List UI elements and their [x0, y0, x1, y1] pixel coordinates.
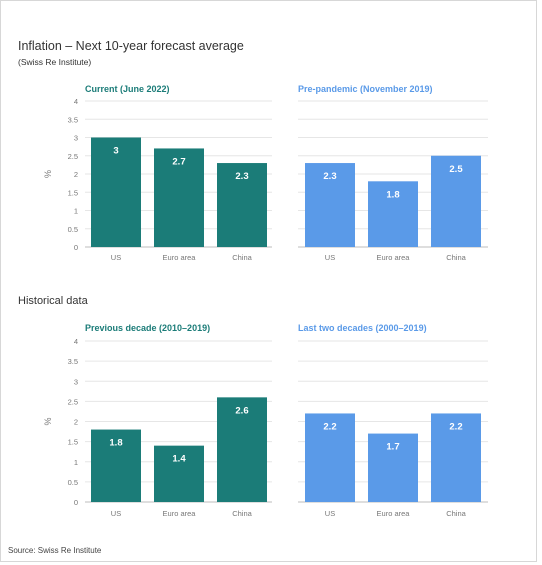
bar	[154, 148, 204, 247]
category-label: Euro area	[163, 509, 197, 518]
category-label: US	[325, 253, 335, 262]
panel-title: Last two decades (2000–2019)	[298, 323, 427, 333]
y-tick-label: 0	[74, 498, 78, 507]
y-tick-label: 2	[74, 418, 78, 427]
y-tick-label: 3.5	[68, 357, 78, 366]
y-tick-label: 2.5	[68, 152, 78, 161]
y-tick-label: 3	[74, 377, 78, 386]
panel-title: Previous decade (2010–2019)	[85, 323, 210, 333]
data-label: 2.7	[172, 156, 185, 167]
chart-panel: Pre-pandemic (November 2019) 2.3 US 1.8 Euro…	[298, 84, 488, 262]
y-tick-label: 1	[74, 458, 78, 467]
data-label: 2.5	[449, 164, 463, 175]
data-label: 2.2	[449, 421, 462, 432]
figure-subtitle: (Swiss Re Institute)	[18, 57, 92, 67]
y-tick-label: 3.5	[68, 115, 78, 124]
category-label: Euro area	[377, 509, 411, 518]
figure-title: Inflation – Next 10-year forecast averag…	[18, 39, 244, 53]
data-label: 3	[113, 146, 118, 157]
category-label: US	[325, 509, 335, 518]
y-tick-label: 4	[74, 337, 78, 346]
y-axis-label: %	[43, 417, 53, 425]
bar	[305, 163, 355, 247]
category-label: China	[232, 509, 252, 518]
data-label: 2.2	[323, 421, 336, 432]
y-tick-label: 1.5	[68, 438, 78, 447]
bar	[368, 433, 418, 502]
category-label: US	[111, 253, 121, 262]
data-label: 1.7	[386, 442, 399, 453]
category-label: China	[446, 253, 466, 262]
y-tick-label: 0	[74, 243, 78, 252]
data-label: 2.3	[235, 171, 248, 182]
y-tick-label: 1.5	[68, 188, 78, 197]
panel-title: Current (June 2022)	[85, 84, 170, 94]
y-tick-label: 0.5	[68, 478, 78, 487]
bar	[431, 155, 481, 247]
bar	[368, 181, 418, 247]
y-tick-label: 2	[74, 170, 78, 179]
bar	[305, 413, 355, 502]
category-label: China	[232, 253, 252, 262]
source-note: Source: Swiss Re Institute	[8, 546, 102, 555]
category-label: China	[446, 509, 466, 518]
data-label: 2.6	[235, 405, 248, 416]
bar	[91, 429, 141, 502]
chart-panel: 0 0.5 1 1.5 2 2.5 3 3.5 4% Previous decade (2010–…	[43, 323, 272, 518]
panel-title: Pre-pandemic (November 2019)	[298, 84, 433, 94]
y-tick-label: 1	[74, 207, 78, 216]
bar	[431, 413, 481, 502]
y-tick-label: 3	[74, 134, 78, 143]
category-label: US	[111, 509, 121, 518]
bar	[217, 163, 267, 247]
chart-panel: 0 0.5 1 1.5 2 2.5 3 3.5 4% Current (June 2022) 3 US…	[43, 84, 272, 262]
chart-panel: Last two decades (2000–2019) 2.2 US 1.7 Euro…	[298, 323, 488, 518]
y-tick-label: 2.5	[68, 397, 78, 406]
data-label: 2.3	[323, 171, 336, 182]
bar	[91, 137, 141, 247]
category-label: Euro area	[377, 253, 411, 262]
data-label: 1.8	[109, 438, 122, 449]
y-tick-label: 0.5	[68, 225, 78, 234]
y-tick-label: 4	[74, 97, 78, 106]
data-label: 1.4	[172, 454, 186, 465]
section-title: Historical data	[18, 295, 88, 307]
data-label: 1.8	[386, 189, 399, 200]
bar	[154, 445, 204, 502]
y-axis-label: %	[43, 170, 53, 178]
bar	[217, 397, 267, 502]
category-label: Euro area	[163, 253, 197, 262]
